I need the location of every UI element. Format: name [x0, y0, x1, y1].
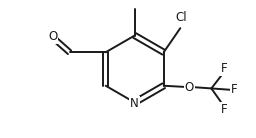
Text: F: F	[231, 83, 238, 96]
Text: F: F	[221, 103, 228, 116]
Text: O: O	[48, 30, 58, 43]
Text: N: N	[130, 96, 139, 110]
Text: F: F	[221, 62, 228, 75]
Text: Cl: Cl	[176, 11, 187, 24]
Text: O: O	[185, 81, 194, 94]
